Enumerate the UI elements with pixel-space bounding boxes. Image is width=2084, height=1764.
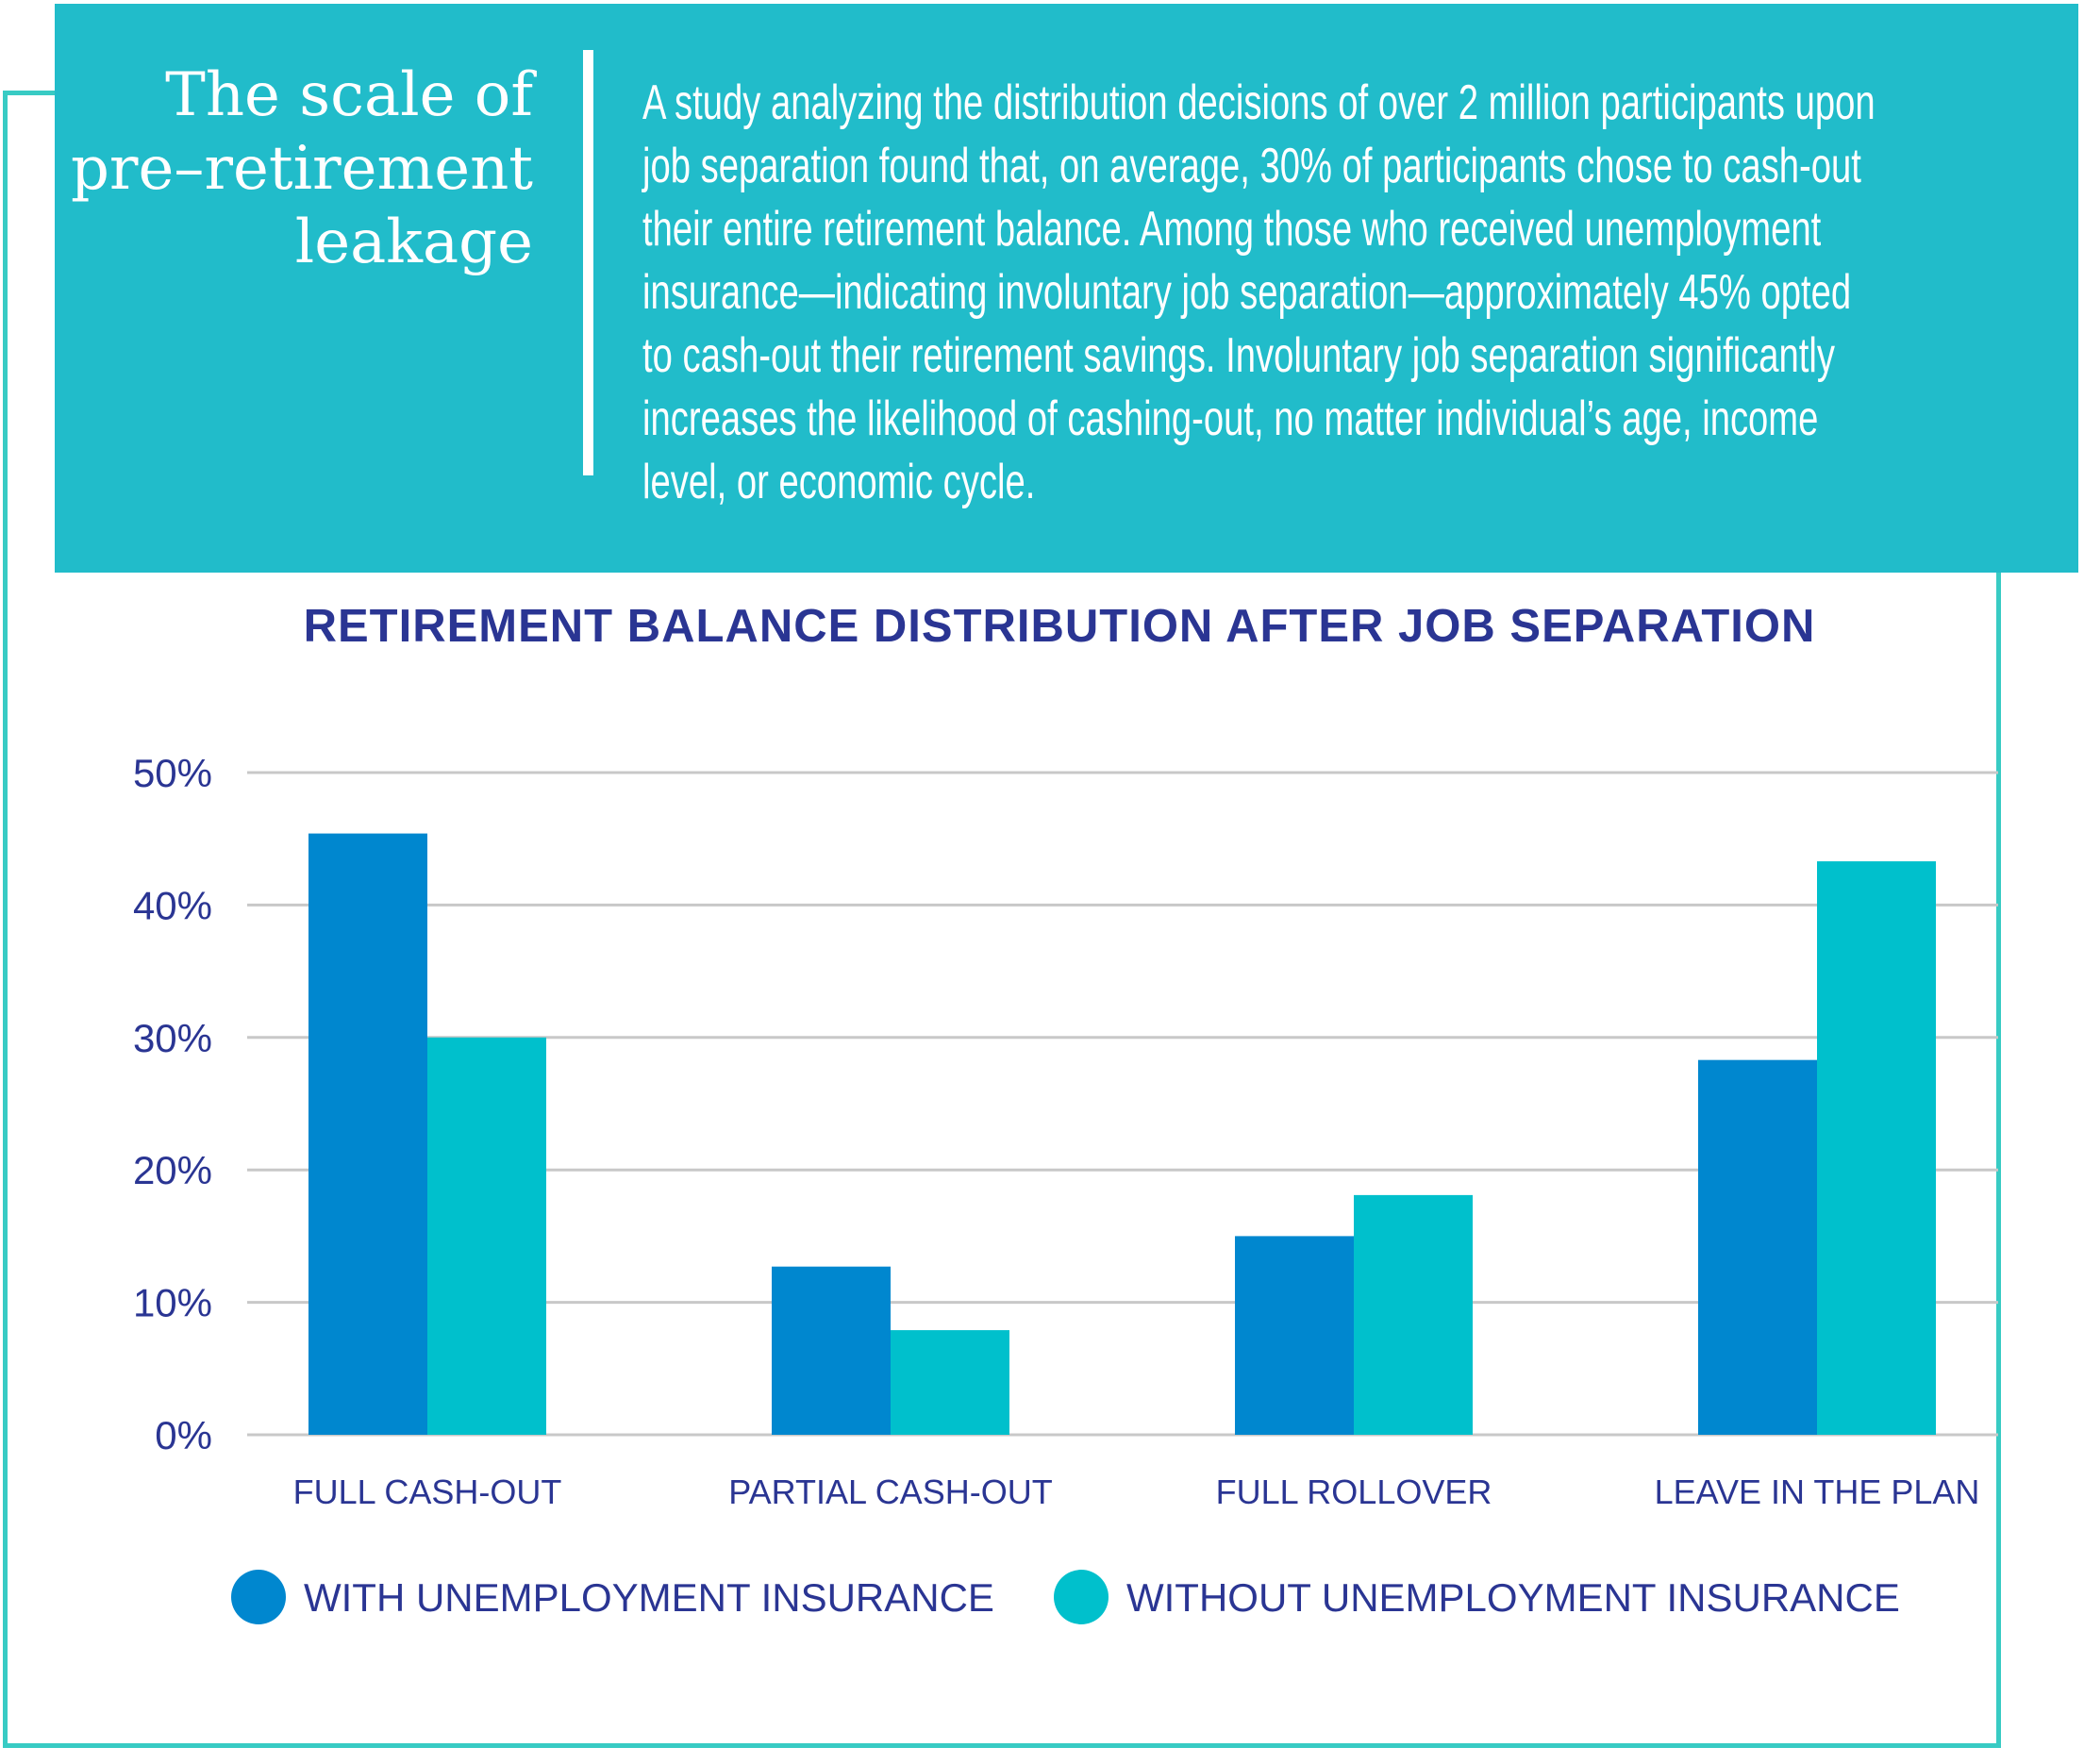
header-panel	[55, 4, 2078, 573]
paragraph-line: to cash-out their retirement savings. In…	[642, 328, 1836, 383]
legend-label: WITHOUT UNEMPLOYMENT INSURANCE	[1126, 1575, 1900, 1620]
y-tick-label: 30%	[133, 1016, 212, 1060]
x-category-label: LEAVE IN THE PLAN	[1655, 1473, 1980, 1511]
bar-with-insurance	[1698, 1059, 1817, 1435]
legend: WITH UNEMPLOYMENT INSURANCE WITHOUT UNEMP…	[231, 1570, 1900, 1624]
x-category-label: PARTIAL CASH-OUT	[728, 1473, 1052, 1511]
legend-swatch-icon	[231, 1570, 286, 1624]
x-axis-labels: FULL CASH-OUT PARTIAL CASH-OUT FULL ROLLOV…	[293, 1473, 1980, 1511]
bar-without-insurance	[891, 1330, 1009, 1435]
bar-with-insurance	[1235, 1236, 1354, 1435]
paragraph-line: level, or economic cycle.	[642, 455, 1036, 509]
y-tick-label: 10%	[133, 1281, 212, 1325]
heading-line: pre–retirement	[70, 134, 533, 204]
divider-rule	[583, 50, 593, 475]
x-category-label: FULL ROLLOVER	[1216, 1473, 1492, 1511]
bar-without-insurance	[1817, 861, 1936, 1435]
heading-line: The scale of	[165, 60, 533, 130]
paragraph-line: insurance—indicating involuntary job sep…	[642, 265, 1852, 320]
paragraph-line: job separation found that, on average, 3…	[642, 139, 1861, 193]
y-tick-label: 50%	[133, 751, 212, 795]
y-tick-label: 0%	[155, 1413, 212, 1457]
bar-with-insurance	[772, 1266, 891, 1435]
heading-line: leakage	[294, 208, 533, 277]
paragraph-line: increases the likelihood of cashing-out,…	[642, 391, 1819, 446]
paragraph-line: their entire retirement balance. Among t…	[642, 202, 1822, 257]
paragraph-line: A study analyzing the distribution decis…	[642, 75, 1876, 130]
y-tick-label: 40%	[133, 883, 212, 927]
bar-without-insurance	[427, 1037, 546, 1435]
description-paragraph: A study analyzing the distribution decis…	[642, 72, 2029, 514]
x-category-label: FULL CASH-OUT	[293, 1473, 562, 1511]
bars	[308, 833, 1936, 1435]
bar-without-insurance	[1354, 1194, 1473, 1435]
y-axis-ticks: 0% 10% 20% 30% 40% 50%	[133, 751, 212, 1457]
chart-title: RETIREMENT BALANCE DISTRIBUTION AFTER JO…	[303, 601, 1816, 652]
y-tick-label: 20%	[133, 1148, 212, 1192]
section-heading: The scale of pre–retirement leakage	[42, 58, 533, 279]
legend-swatch-icon	[1054, 1570, 1109, 1624]
legend-label: WITH UNEMPLOYMENT INSURANCE	[304, 1575, 994, 1620]
bar-with-insurance	[308, 833, 427, 1435]
